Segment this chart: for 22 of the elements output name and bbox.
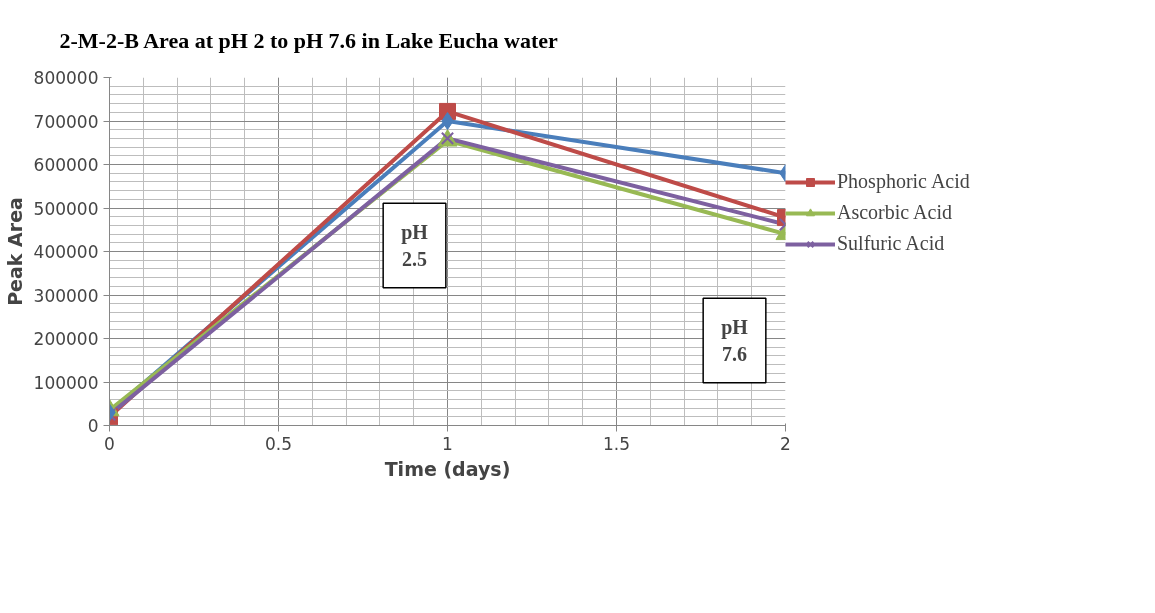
annotation: pH 2.5 — [401, 221, 429, 270]
legend-label: Ascorbic Acid — [837, 201, 952, 224]
x-tick-label: 0 — [104, 433, 115, 454]
chart-title: 2-M-2-B Area at pH 2 to pH 7.6 in Lake Eucha water — [59, 27, 558, 53]
x-axis-title: Time (days) — [384, 457, 511, 480]
y-tick-label: 200000 — [33, 329, 99, 349]
y-tick-label: 500000 — [33, 198, 99, 219]
y-tick-label: 400000 — [33, 242, 99, 262]
x-tick-label: 0.5 — [264, 433, 293, 454]
legend-label: Phosphoric Acid — [837, 170, 970, 193]
x-tick-label: 1 — [442, 433, 453, 454]
y-tick-label: 300000 — [33, 285, 99, 306]
x-tick-label: 2 — [780, 433, 791, 454]
y-tick-label: 800000 — [33, 68, 99, 88]
annotation: pH 7.6 — [721, 316, 749, 365]
y-tick-label: 100000 — [33, 372, 99, 393]
y-tick-label: 700000 — [33, 111, 99, 132]
y-axis-title: Peak Area — [3, 197, 26, 306]
x-tick-label: 1.5 — [602, 433, 631, 454]
legend-label: Sulfuric Acid — [837, 232, 945, 255]
y-tick-label: 0 — [87, 416, 99, 436]
y-tick-label: 600000 — [33, 155, 99, 175]
